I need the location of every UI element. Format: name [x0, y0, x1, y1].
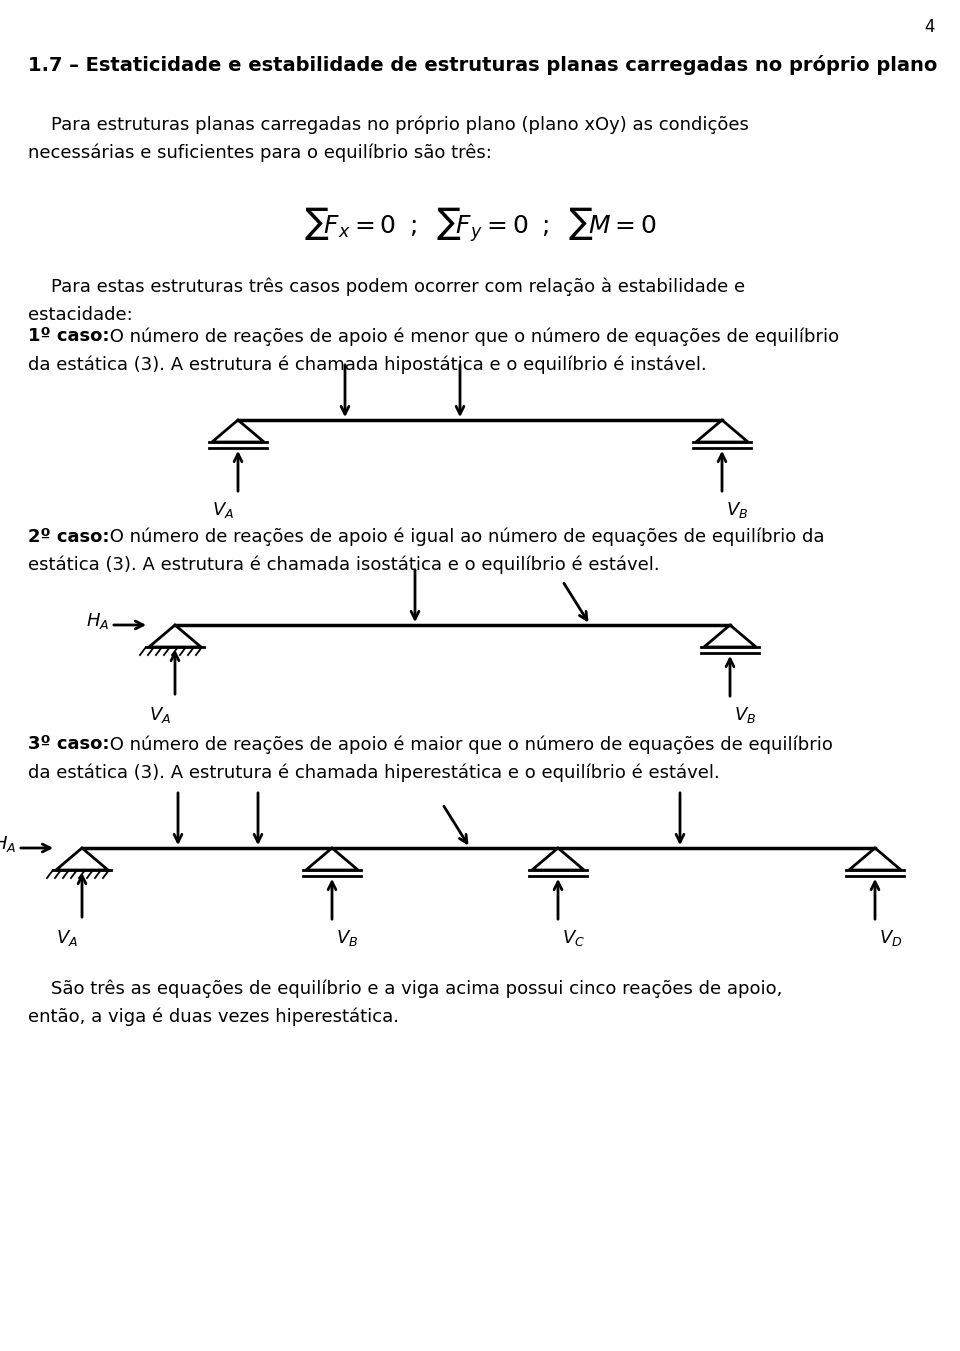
- Text: $V_C$: $V_C$: [562, 928, 585, 948]
- Text: O número de reações de apoio é igual ao número de equações de equilíbrio da: O número de reações de apoio é igual ao …: [104, 528, 825, 547]
- Text: São três as equações de equilíbrio e a viga acima possui cinco reações de apoio,: São três as equações de equilíbrio e a v…: [28, 979, 782, 998]
- Text: $H_A$: $H_A$: [0, 834, 16, 854]
- Text: então, a viga é duas vezes hiperestática.: então, a viga é duas vezes hiperestática…: [28, 1008, 399, 1027]
- Text: 4: 4: [924, 18, 935, 36]
- Text: O número de reações de apoio é menor que o número de equações de equilíbrio: O número de reações de apoio é menor que…: [104, 327, 839, 346]
- Text: 1º caso:: 1º caso:: [28, 327, 109, 345]
- Text: Para estas estruturas três casos podem ocorrer com relação à estabilidade e: Para estas estruturas três casos podem o…: [28, 278, 745, 296]
- Text: 2º caso:: 2º caso:: [28, 528, 109, 546]
- Text: estática (3). A estrutura é chamada isostática e o equilíbrio é estável.: estática (3). A estrutura é chamada isos…: [28, 557, 660, 574]
- Text: necessárias e suficientes para o equilíbrio são três:: necessárias e suficientes para o equilíb…: [28, 143, 492, 162]
- Text: $V_B$: $V_B$: [336, 928, 358, 948]
- Text: $V_B$: $V_B$: [726, 500, 748, 520]
- Text: $\sum\!F_x = 0\;\;;\;\;\sum\!F_y = 0\;\;;\;\;\sum\!M = 0$: $\sum\!F_x = 0\;\;;\;\;\sum\!F_y = 0\;\;…: [303, 205, 657, 243]
- Text: 1.7 – Estaticidade e estabilidade de estruturas planas carregadas no próprio pla: 1.7 – Estaticidade e estabilidade de est…: [28, 55, 937, 76]
- Text: Para estruturas planas carregadas no próprio plano (plano xOy) as condições: Para estruturas planas carregadas no pró…: [28, 115, 749, 134]
- Text: $V_A$: $V_A$: [212, 500, 234, 520]
- Text: $V_A$: $V_A$: [149, 705, 171, 725]
- Text: $H_A$: $H_A$: [85, 611, 109, 631]
- Text: $V_D$: $V_D$: [879, 928, 902, 948]
- Text: $V_B$: $V_B$: [734, 705, 756, 725]
- Text: 3º caso:: 3º caso:: [28, 735, 109, 753]
- Text: da estática (3). A estrutura é chamada hiperestática e o equilíbrio é estável.: da estática (3). A estrutura é chamada h…: [28, 763, 720, 781]
- Text: $V_A$: $V_A$: [56, 928, 78, 948]
- Text: O número de reações de apoio é maior que o número de equações de equilíbrio: O número de reações de apoio é maior que…: [104, 735, 833, 754]
- Text: estacidade:: estacidade:: [28, 305, 132, 324]
- Text: da estática (3). A estrutura é chamada hipostática e o equilíbrio é instável.: da estática (3). A estrutura é chamada h…: [28, 355, 707, 373]
